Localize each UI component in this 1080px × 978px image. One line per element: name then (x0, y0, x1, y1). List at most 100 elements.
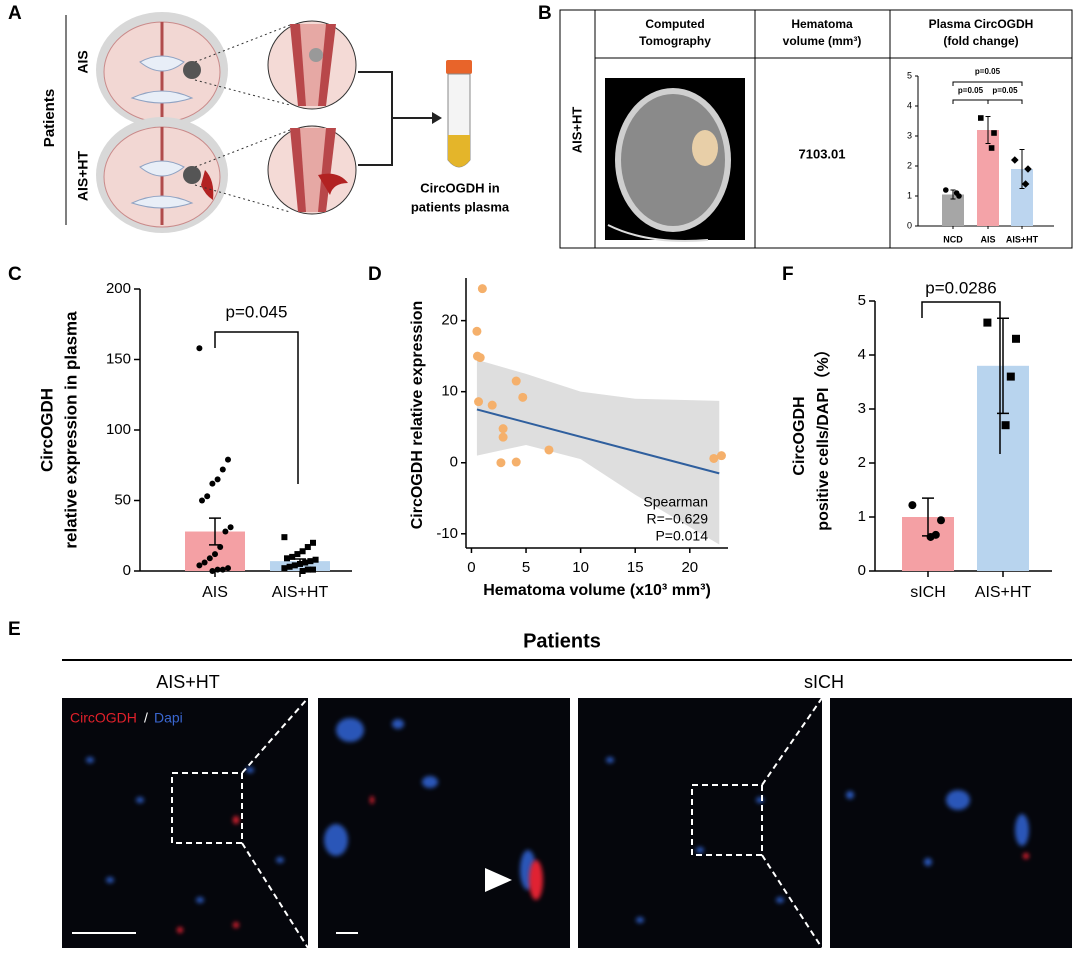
point (983, 318, 992, 327)
y-tick-label: 10 (441, 383, 458, 400)
vessel-zoom (267, 20, 357, 215)
table-border (559, 9, 1073, 249)
point (1021, 180, 1030, 188)
point (219, 466, 226, 473)
panel-label: F (782, 264, 794, 285)
point (209, 568, 216, 574)
brain (96, 117, 228, 233)
y-tick-label: 3 (907, 130, 912, 140)
stat-annotation: P=0.014 (655, 528, 708, 544)
point (978, 115, 984, 121)
significance-bracket (214, 331, 299, 484)
x-tick-label: 15 (627, 559, 644, 576)
x-tick-label: NCD (943, 234, 963, 244)
point (511, 376, 521, 386)
header: Computed (645, 17, 704, 31)
point (988, 145, 995, 151)
panel-title: Patients (523, 630, 601, 652)
panel-label: A (8, 3, 22, 24)
point (291, 562, 298, 569)
point (204, 493, 211, 500)
y-tick-label: 5 (907, 70, 912, 80)
y-tick-label: 0 (450, 454, 458, 471)
y-tick-label: 1 (907, 190, 912, 200)
point (225, 456, 231, 463)
point (209, 480, 216, 487)
significance-bracket (987, 99, 1023, 104)
point (214, 476, 221, 483)
point (1012, 334, 1020, 343)
brain (96, 12, 228, 128)
point (214, 566, 221, 573)
point (953, 190, 960, 196)
point (297, 560, 303, 567)
table-lines (594, 10, 1072, 248)
point (225, 565, 231, 572)
y-tick-label: -10 (436, 525, 458, 542)
x-tick-label: AIS+HT (975, 584, 1032, 601)
point (304, 544, 311, 551)
point (1006, 372, 1015, 381)
point (286, 563, 293, 570)
point (908, 501, 917, 510)
y-tick-label: 5 (858, 292, 866, 309)
panel-e: Patients AIS+HT sICH CircOGDH / D (62, 630, 1072, 949)
panel-label: C (8, 264, 22, 285)
header: Hematoma (791, 17, 853, 31)
point (307, 558, 314, 565)
point (227, 524, 234, 531)
p-value: p=0.05 (992, 86, 1018, 95)
point (310, 539, 316, 546)
y-tick-label: 0 (907, 220, 912, 230)
point (284, 555, 290, 562)
y-tick-label: 150 (106, 350, 131, 367)
point (498, 424, 508, 434)
group-label: AIS (75, 50, 91, 73)
point (281, 565, 288, 572)
y-tick-label: 100 (106, 421, 131, 438)
panel-b: Computed Tomography Hematoma volume (mm³… (559, 9, 1073, 249)
point (217, 544, 224, 551)
y-axis-label: positive cells/DAPI（%） (814, 341, 832, 530)
x-tick-label: 20 (681, 559, 698, 576)
y-tick-label: 50 (114, 491, 131, 508)
point (294, 551, 301, 558)
point (472, 326, 482, 336)
point (496, 458, 506, 468)
significance-bracket (952, 99, 989, 104)
point (206, 555, 213, 562)
point (199, 497, 205, 504)
volume-value: 7103.01 (799, 146, 846, 161)
y-tick-label: 2 (907, 160, 912, 170)
point (477, 284, 487, 294)
micrographs (62, 697, 1072, 949)
header: Tomography (639, 34, 711, 48)
x-tick-label: 0 (467, 559, 475, 576)
point (937, 516, 945, 525)
result-text: patients plasma (411, 199, 510, 214)
point (709, 453, 719, 463)
trend-line (476, 408, 720, 475)
row-label: AIS+HT (569, 107, 584, 154)
point (302, 559, 309, 566)
p-value: p=0.0286 (925, 278, 996, 297)
bar (942, 194, 964, 226)
point (201, 559, 208, 566)
header: Plasma CircOGDH (929, 17, 1034, 31)
y-axis-label: CircOGDH (791, 396, 808, 475)
panel-label: E (8, 619, 21, 640)
bar (977, 130, 999, 226)
significance-bracket (952, 81, 1023, 86)
point (475, 353, 485, 363)
panel-a: Patients AIS AIS+HT (41, 12, 510, 233)
point (196, 345, 203, 352)
panel-label: B (538, 3, 552, 24)
x-tick-label: AIS+HT (272, 584, 329, 601)
x-axis-label: Hematoma volume (x10³ mm³) (483, 582, 711, 599)
y-tick-label: 0 (123, 562, 131, 579)
x-tick-label: sICH (910, 584, 946, 601)
error-bar (1019, 149, 1025, 189)
point (299, 548, 306, 555)
point (289, 553, 296, 560)
